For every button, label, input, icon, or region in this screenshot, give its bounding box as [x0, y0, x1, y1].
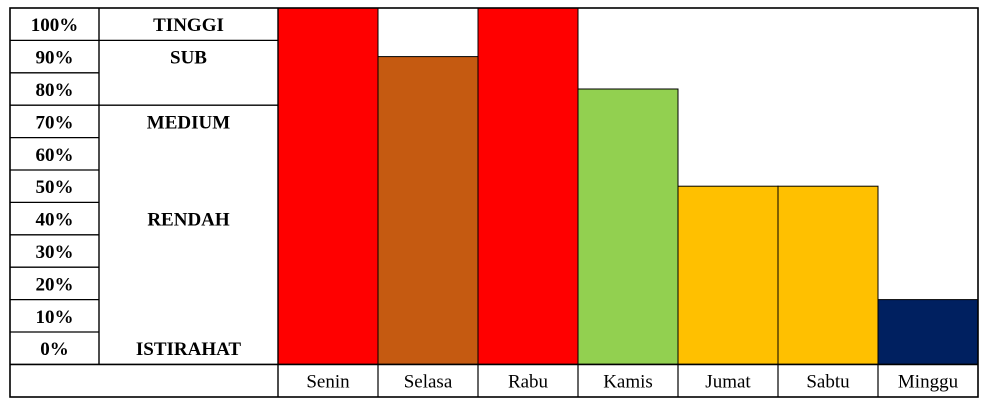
day-labels: Senin Selasa Rabu Kamis Jumat Sabtu Minggu: [306, 372, 958, 393]
bar-kamis: [577, 88, 679, 365]
y-tick-label: 10%: [36, 307, 74, 328]
bar-minggu: [877, 299, 979, 365]
bar-selasa: [377, 56, 479, 365]
x-tick-label: Selasa: [404, 372, 453, 393]
outer-border: [9, 7, 979, 398]
x-tick-label: Jumat: [705, 372, 751, 393]
y-tick-label: 100%: [31, 15, 79, 36]
zone-label: RENDAH: [147, 210, 230, 231]
y-tick-label: 50%: [36, 177, 74, 198]
bar-senin: [277, 7, 379, 365]
bar-sabtu: [777, 185, 879, 365]
x-tick-label: Minggu: [898, 372, 959, 393]
bars: [277, 7, 979, 365]
zone-label: ISTIRAHAT: [136, 339, 242, 360]
x-tick-label: Senin: [306, 372, 350, 393]
x-tick-label: Rabu: [508, 372, 549, 393]
y-tick-label: 70%: [36, 112, 74, 133]
chart-frame: [9, 7, 979, 398]
y-tick-label: 40%: [36, 210, 74, 231]
bar-jumat: [677, 185, 779, 365]
scale-table: 100% 90% 80% 70% 60% 50% 40% 30% 20% 10% 0% TINGGI S…: [10, 15, 278, 360]
y-tick-label: 60%: [36, 145, 74, 166]
zone-label: MEDIUM: [147, 112, 230, 133]
x-tick-label: Sabtu: [806, 372, 850, 393]
y-tick-label: 0%: [40, 339, 69, 360]
x-tick-label: Kamis: [603, 372, 653, 393]
bar-rabu: [477, 7, 579, 365]
y-tick-label: 80%: [36, 80, 74, 101]
y-tick-label: 90%: [36, 48, 74, 69]
zone-label: SUB: [170, 48, 207, 69]
zone-label: TINGGI: [153, 15, 224, 36]
y-tick-label: 20%: [36, 274, 74, 295]
y-tick-label: 30%: [36, 242, 74, 263]
